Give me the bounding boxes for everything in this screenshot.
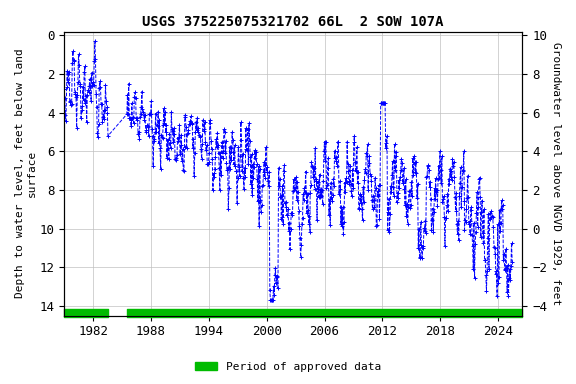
Y-axis label: Groundwater level above NGVD 1929, feet: Groundwater level above NGVD 1929, feet [551, 42, 561, 305]
Title: USGS 375225075321702 66L  2 SOW 107A: USGS 375225075321702 66L 2 SOW 107A [142, 15, 444, 29]
Y-axis label: Depth to water level, feet below land
surface: Depth to water level, feet below land su… [15, 49, 37, 298]
Legend: Period of approved data: Period of approved data [191, 358, 385, 377]
